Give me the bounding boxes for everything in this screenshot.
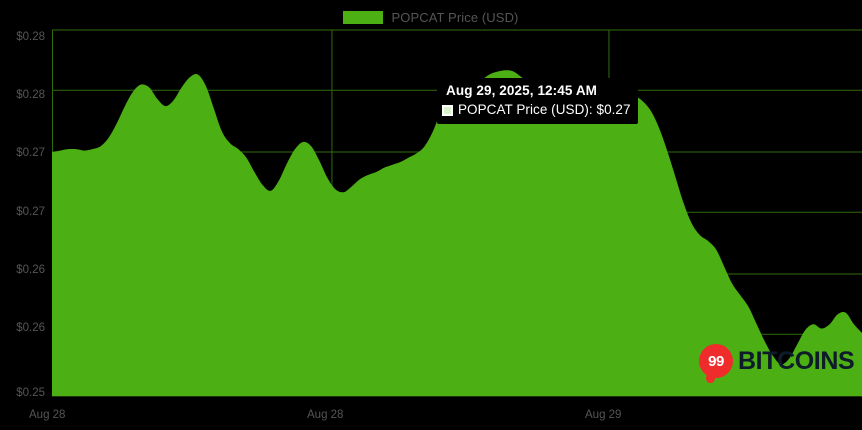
x-tick-label: Aug 28 xyxy=(307,409,344,421)
speech-bubble-icon: 99 xyxy=(699,344,733,378)
y-tick-label: $0.28 xyxy=(16,89,45,101)
watermark-wordmark: BITCOINS xyxy=(738,346,855,375)
y-tick-label: $0.27 xyxy=(16,206,45,218)
y-tick-label: $0.26 xyxy=(16,322,45,334)
tooltip-swatch-icon xyxy=(442,104,453,116)
chart-svg xyxy=(52,29,862,397)
chart-legend: POPCAT Price (USD) xyxy=(0,6,862,28)
plot-area[interactable] xyxy=(52,29,862,397)
y-tick-label: $0.27 xyxy=(16,147,45,159)
x-tick-label: Aug 28 xyxy=(29,409,66,421)
x-tick-label: Aug 29 xyxy=(585,409,622,421)
tooltip-series-value: POPCAT Price (USD): $0.27 xyxy=(458,102,631,117)
area-series-popcat[interactable] xyxy=(52,70,862,396)
y-tick-label: $0.26 xyxy=(16,264,45,276)
y-tick-label: $0.28 xyxy=(16,31,45,43)
legend-label-popcat[interactable]: POPCAT Price (USD) xyxy=(391,9,519,25)
tooltip-title: Aug 29, 2025, 12:45 AM xyxy=(446,83,598,98)
y-tick-label: $0.25 xyxy=(16,387,45,399)
watermark-mark: 99 xyxy=(708,352,724,370)
tooltip-series-row: POPCAT Price (USD): $0.27 xyxy=(442,102,631,118)
watermark-99bitcoins: 99 BITCOINS xyxy=(699,344,855,378)
chart-tooltip: Aug 29, 2025, 12:45 AM POPCAT Price (USD… xyxy=(437,78,638,124)
legend-swatch-popcat[interactable] xyxy=(343,10,384,24)
